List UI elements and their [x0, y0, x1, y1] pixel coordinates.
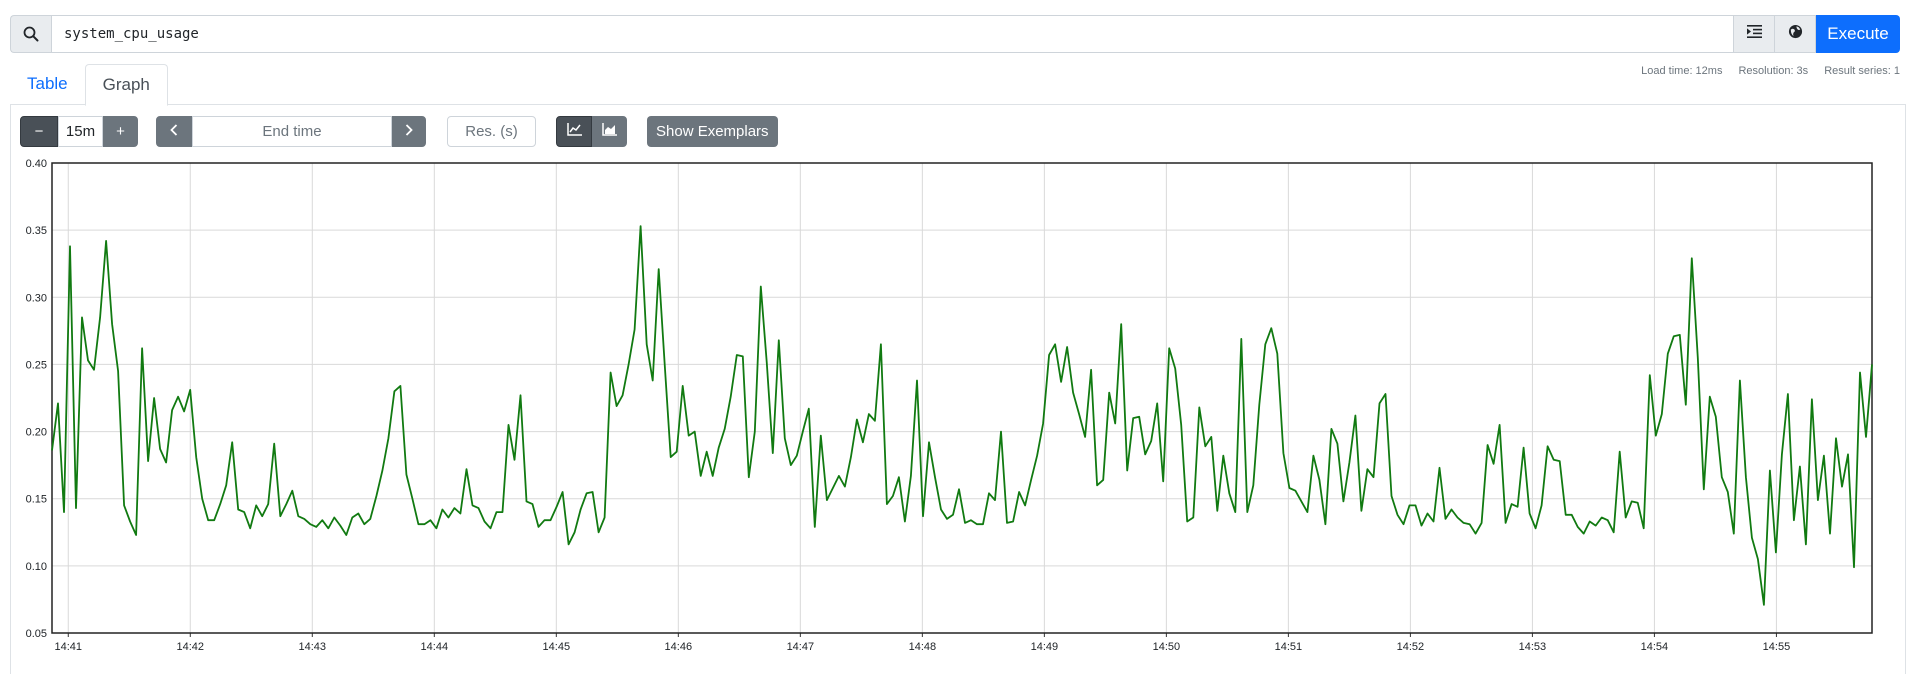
result-series: Result series: 1 [1824, 65, 1900, 77]
area-chart-icon [602, 122, 617, 140]
cpu-usage-chart: 0.40 0.35 0.30 0.25 0.20 0.15 0.10 0.05 14:41 14:… [26, 158, 1873, 653]
graph-area: 0.40 0.35 0.30 0.25 0.20 0.15 0.10 0.05 14:41 14:… [0, 150, 1908, 671]
range-decrease-button[interactable]: − [20, 115, 58, 147]
series-line [51, 225, 1873, 606]
search-icon [10, 15, 51, 53]
tab-graph[interactable]: Graph [84, 64, 168, 106]
y-tick-label: 0.25 [26, 359, 47, 371]
view-tabs: Table Graph [10, 64, 168, 106]
x-tick-label: 14:55 [1763, 641, 1791, 653]
graph-panel [10, 104, 1906, 674]
globe-icon [1788, 24, 1803, 44]
y-tick-label: 0.05 [26, 628, 47, 640]
chevron-left-icon [170, 123, 178, 140]
y-tick-label: 0.20 [26, 427, 47, 439]
x-tick-label: 14:45 [543, 641, 571, 653]
x-tick-label: 14:49 [1031, 641, 1059, 653]
line-chart-icon [566, 122, 582, 140]
expression-bar: Execute [10, 15, 1900, 53]
expression-input[interactable] [51, 15, 1734, 53]
x-tick-label: 14:44 [421, 641, 449, 653]
end-time-input[interactable]: End time [192, 115, 392, 147]
chevron-right-icon [405, 123, 413, 140]
x-tick-label: 14:46 [665, 641, 693, 653]
x-tick-label: 14:51 [1275, 641, 1303, 653]
x-tick-label: 14:43 [299, 641, 327, 653]
x-tick-label: 14:52 [1397, 641, 1425, 653]
resolution: Resolution: 3s [1738, 65, 1809, 77]
x-tick-label: 14:42 [177, 641, 205, 653]
format-expression-button[interactable] [1734, 15, 1775, 53]
x-tick-label: 14:53 [1519, 641, 1547, 653]
y-tick-label: 0.35 [26, 225, 47, 237]
query-stats: Load time: 12ms Resolution: 3s Result se… [1641, 65, 1900, 77]
x-tick-label: 14:54 [1641, 641, 1669, 653]
range-increase-button[interactable]: + [103, 115, 138, 147]
stacked-chart-button[interactable] [592, 115, 627, 147]
resolution-input[interactable]: Res. (s) [447, 115, 536, 147]
end-time-forward-button[interactable] [392, 115, 426, 147]
y-tick-label: 0.15 [26, 494, 47, 506]
x-tick-label: 14:50 [1153, 641, 1181, 653]
y-tick-label: 0.10 [26, 561, 47, 573]
load-time: Load time: 12ms [1641, 65, 1723, 77]
end-time-back-button[interactable] [156, 115, 192, 147]
graph-controls: − 15m + End time Res. (s) Show Exemplars [20, 115, 778, 147]
x-tick-label: 14:47 [787, 641, 815, 653]
format-indent-icon [1746, 25, 1762, 43]
range-input[interactable]: 15m [58, 115, 103, 147]
plot-frame [51, 162, 1873, 634]
line-chart-button[interactable] [556, 115, 592, 147]
show-exemplars-button[interactable]: Show Exemplars [647, 115, 778, 147]
execute-button[interactable]: Execute [1816, 15, 1900, 53]
metrics-explorer-button[interactable] [1775, 15, 1816, 53]
y-tick-label: 0.40 [26, 158, 47, 170]
tab-table[interactable]: Table [27, 74, 68, 93]
x-tick-label: 14:41 [55, 641, 83, 653]
plot-background [52, 163, 1872, 633]
x-tick-label: 14:48 [909, 641, 937, 653]
y-tick-label: 0.30 [26, 292, 47, 304]
